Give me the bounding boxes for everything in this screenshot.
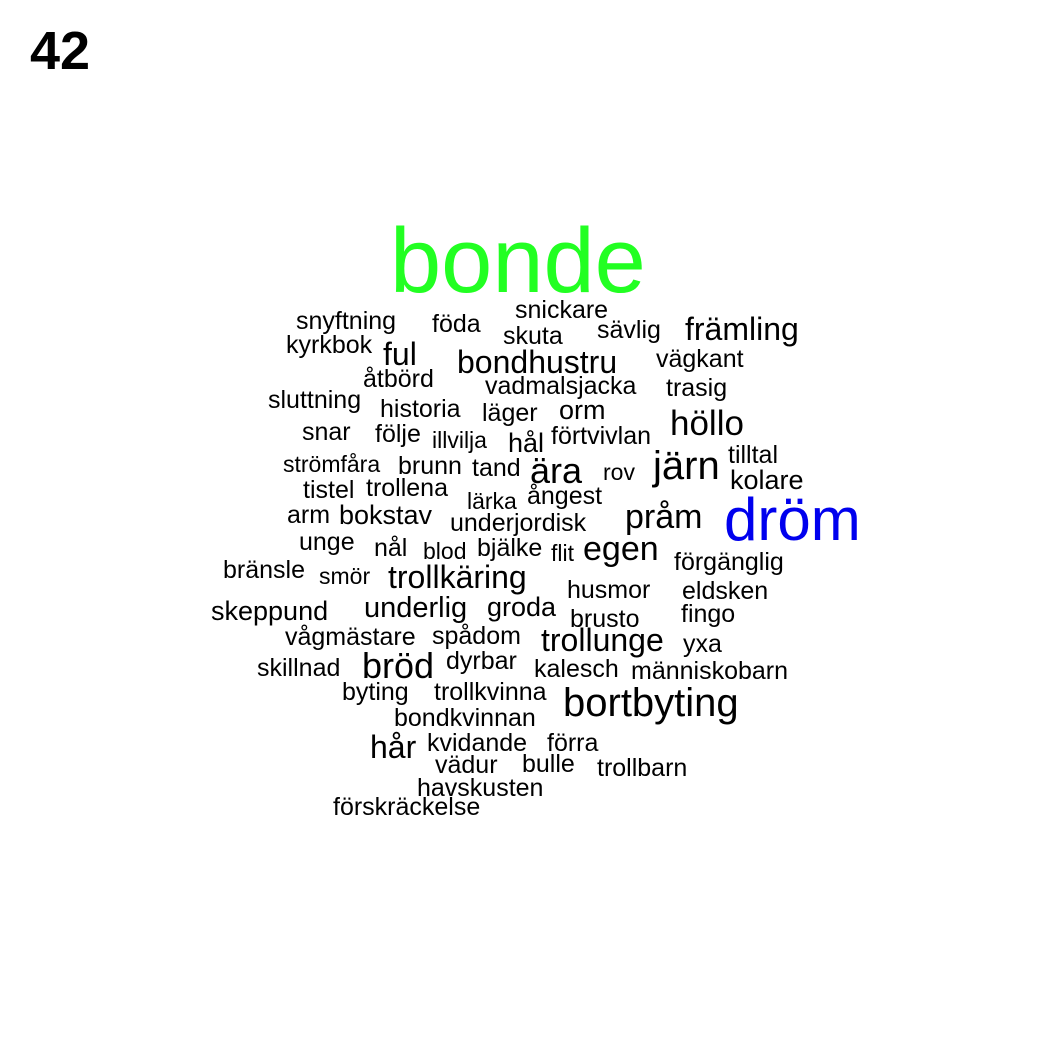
word-14: trasig [666,374,728,402]
word-51: husmor [567,576,651,604]
word-55: groda [487,592,557,622]
word-18: orm [559,395,606,425]
word-58: vågmästare [285,623,416,651]
word-44: bjälke [477,534,543,562]
word-15: sluttning [268,386,362,414]
word-3: snyftning [296,307,397,335]
word-29: ära [530,450,583,491]
word-25: tilltal [728,441,779,469]
word-68: trollkvinna [434,678,547,706]
word-8: kyrkbok [286,331,373,359]
word-49: smör [319,563,371,589]
word-67: byting [342,678,409,706]
word-57: fingo [681,600,736,628]
word-37: arm [287,501,331,529]
word-35: lärka [467,488,517,514]
word-16: historia [380,395,461,423]
word-61: yxa [683,630,722,658]
word-31: järn [653,444,720,488]
word-32: kolare [730,465,804,495]
word-70: bondkvinnan [394,704,536,732]
word-75: bulle [522,750,575,778]
word-78: förskräckelse [333,793,481,821]
word-20: snar [302,418,351,446]
word-24: förtvivlan [551,422,652,450]
word-0: bonde [390,210,646,312]
word-33: tistel [303,476,355,504]
word-5: skuta [503,322,563,350]
word-77: havskusten [417,774,544,802]
word-46: egen [583,530,659,568]
word-10: bondhustru [457,344,618,380]
page-number: 42 [30,21,91,81]
word-30: rov [603,459,635,485]
word-50: trollkäring [388,559,527,595]
word-1: dröm [724,486,861,553]
word-42: nål [374,534,408,562]
word-64: dyrbar [446,647,517,675]
word-60: trollunge [541,622,664,658]
word-71: hår [370,729,417,765]
word-21: följe [375,420,421,448]
word-47: förgänglig [674,548,784,576]
word-72: kvidande [427,729,528,757]
word-38: bokstav [339,500,433,530]
word-39: underjordisk [450,509,587,537]
word-13: vadmalsjacka [485,372,637,400]
word-52: eldsken [682,577,769,605]
word-43: blod [423,538,467,564]
word-63: bröd [362,645,435,686]
word-6: sävlig [597,316,661,344]
word-26: strömfåra [283,451,381,477]
word-17: läger [482,399,538,427]
word-34: trollena [366,474,448,502]
word-76: trollbarn [597,754,688,782]
word-4: föda [432,310,481,338]
word-36: ångest [527,482,603,510]
word-22: illvilja [432,427,487,453]
word-74: vädur [435,751,498,779]
word-40: pråm [625,498,703,536]
word-2: snickare [515,296,609,324]
word-65: kalesch [534,655,619,683]
word-9: ful [383,336,417,372]
word-27: brunn [398,452,462,480]
word-19: höllo [670,404,744,443]
word-7: främling [685,311,799,347]
word-48: bränsle [223,556,305,584]
word-59: spådom [432,622,521,650]
word-53: skeppund [211,596,329,626]
word-23: hål [508,428,545,458]
word-11: vägkant [656,345,744,373]
word-62: skillnad [257,654,341,682]
word-66: människobarn [631,657,789,685]
word-41: unge [299,528,355,556]
word-69: bortbyting [563,681,739,725]
word-54: underlig [364,592,468,624]
word-45: flit [551,540,574,566]
word-56: brusto [570,605,640,633]
word-73: förra [547,729,599,757]
word-28: tand [472,454,521,482]
word-12: åtbörd [363,365,434,393]
